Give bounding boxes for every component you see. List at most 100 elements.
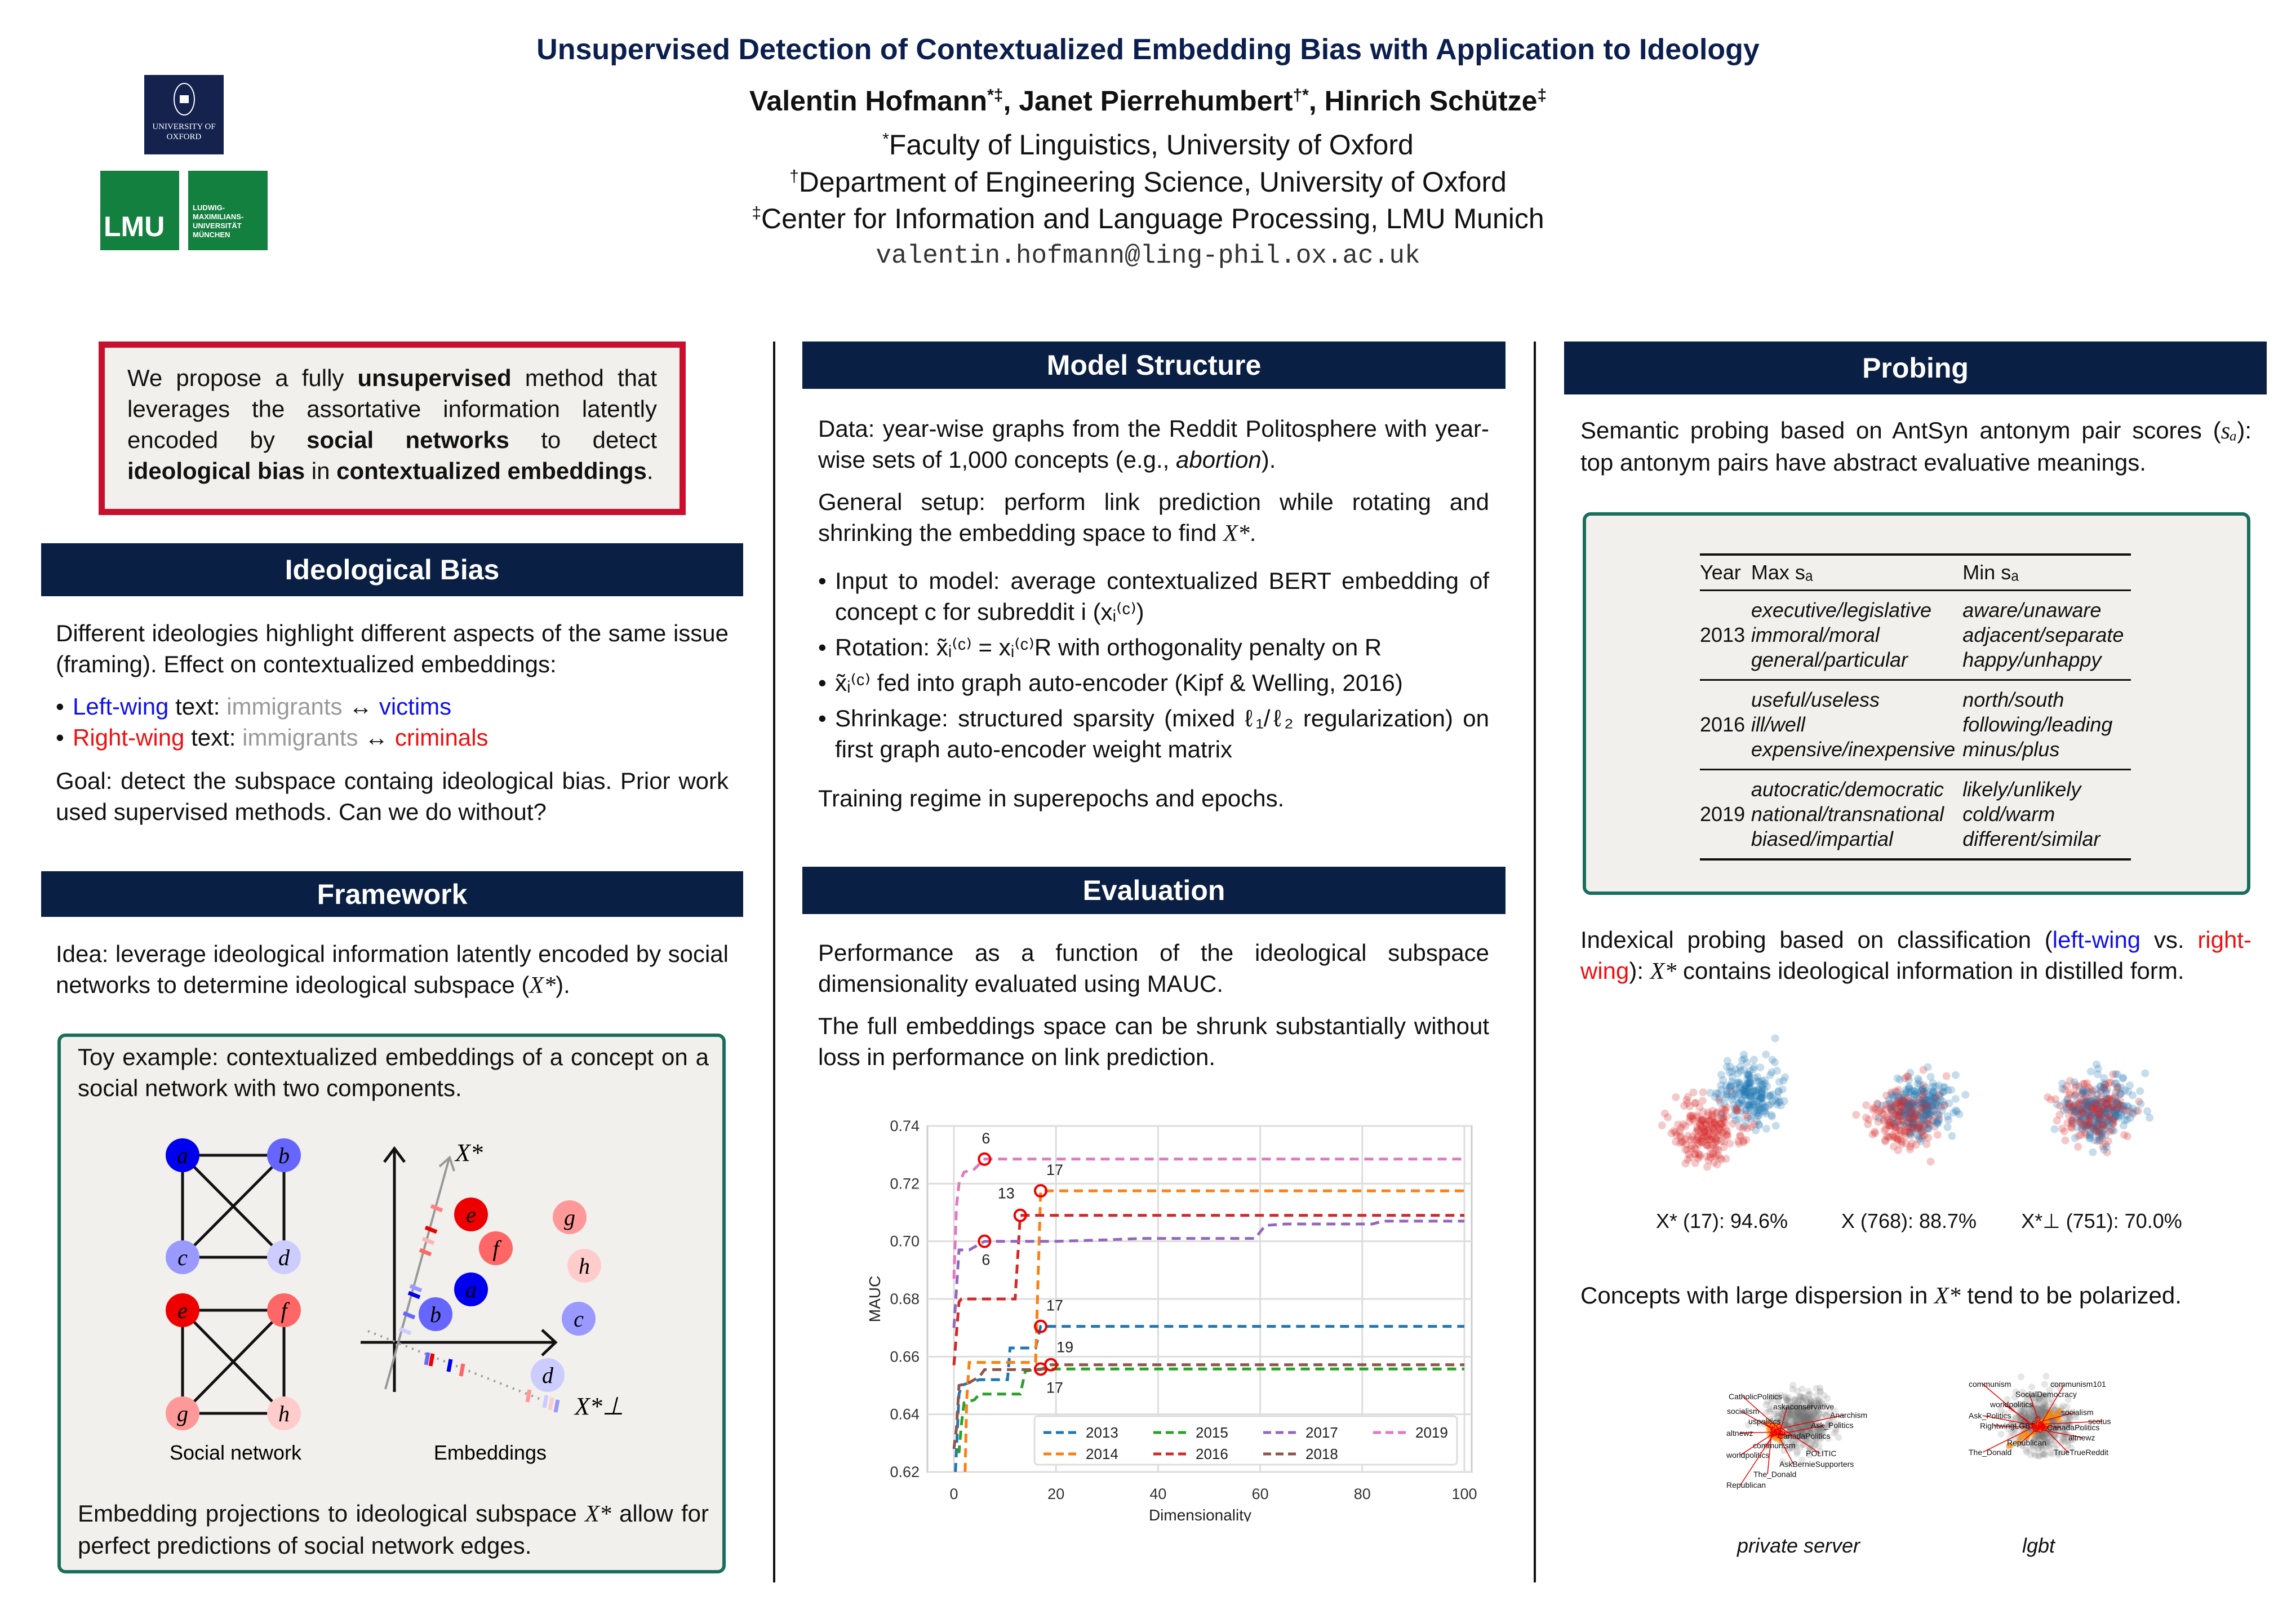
concept-point: [1799, 1431, 1806, 1438]
scatter-point: [1939, 1097, 1947, 1106]
concept-point: [1794, 1412, 1801, 1420]
scatter-point: [2100, 1121, 2109, 1130]
concept-point: [2041, 1395, 2049, 1402]
best-point-marker: [978, 1152, 992, 1166]
concept-point: [1803, 1406, 1810, 1413]
concept-point: [2044, 1392, 2051, 1399]
scatter-point: [1916, 1117, 1924, 1125]
scatter-point: [1921, 1098, 1929, 1107]
node-label: d: [542, 1363, 554, 1388]
scatter-point: [1720, 1137, 1728, 1146]
concept-point: [1786, 1409, 1793, 1417]
concept-point: [1801, 1407, 1809, 1414]
scatter-point: [1768, 1056, 1777, 1064]
scatter-point: [2060, 1127, 2068, 1136]
scatter-point: [2094, 1070, 2102, 1079]
scatter-point: [1882, 1125, 1890, 1133]
scatter-point: [1780, 1097, 1788, 1105]
concept-point: [1764, 1398, 1771, 1405]
scatter-point: [1744, 1102, 1752, 1110]
scatter-point: [1922, 1116, 1931, 1125]
scatter-point: [2090, 1101, 2098, 1109]
concept-point: [2038, 1444, 2045, 1451]
scatter-point: [1672, 1131, 1681, 1139]
scatter-point: [1909, 1120, 1917, 1128]
subreddit-label: Republican: [2007, 1438, 2046, 1447]
scatter-point: [1757, 1085, 1766, 1094]
scatter-point: [1864, 1120, 1872, 1128]
concept-point: [1773, 1392, 1780, 1399]
scatter-point: [1714, 1089, 1722, 1097]
concept-point: [1802, 1436, 1810, 1444]
scatter-point: [2071, 1102, 2079, 1110]
scatter-point: [2090, 1095, 2099, 1103]
concept-point: [1798, 1430, 1806, 1438]
scatter-point: [2086, 1114, 2095, 1123]
scatter-point: [1917, 1137, 1925, 1145]
scatter-point: [1913, 1125, 1921, 1133]
scatter-point: [2082, 1098, 2090, 1107]
scatter-point: [2067, 1103, 2076, 1111]
scatter-point: [1913, 1111, 1922, 1120]
scatter-point: [2120, 1121, 2128, 1130]
best-point-label: 17: [1046, 1379, 1063, 1396]
scatter-point: [1740, 1085, 1749, 1094]
scatter-point: [1706, 1116, 1715, 1125]
contact-email[interactable]: valentin.hofmann@ling-phil.ox.ac.uk: [876, 241, 1420, 270]
scatter-point: [2092, 1099, 2100, 1108]
scatter-point: [1908, 1119, 1916, 1127]
concept-point: [1808, 1419, 1815, 1426]
concept-point: [2019, 1412, 2026, 1420]
concept-point: [2035, 1445, 2042, 1453]
scatter-point: [1677, 1133, 1685, 1142]
concept-point: [1797, 1416, 1804, 1423]
scatter-point: [2117, 1090, 2125, 1098]
text: Indexical probing based on classificatio…: [1580, 926, 2053, 953]
scatter-point: [1690, 1150, 1699, 1158]
concept-point: [2060, 1402, 2067, 1409]
concept-point: [2040, 1434, 2048, 1441]
scatter-point: [2102, 1094, 2111, 1102]
concept-point: [1793, 1405, 1801, 1412]
scatter-point: [1932, 1098, 1940, 1106]
scatter-point: [1906, 1088, 1914, 1096]
scatter-point: [2115, 1108, 2123, 1116]
scatter-point: [2075, 1099, 2083, 1107]
scatter-point: [1752, 1103, 1761, 1111]
concept-point: [1803, 1413, 1810, 1420]
scatter-point: [2101, 1109, 2110, 1118]
concept-point: [1817, 1389, 1824, 1396]
scatter-point: [2111, 1092, 2119, 1101]
best-point-label: 17: [1046, 1297, 1063, 1314]
scatter-point: [1908, 1087, 1917, 1095]
scatter-point: [1882, 1092, 1890, 1099]
scatter-point: [2129, 1108, 2137, 1117]
scatter-point: [1734, 1099, 1743, 1108]
scatter-point: [1916, 1125, 1924, 1133]
concept-point: [2037, 1435, 2045, 1443]
scatter-point: [1709, 1130, 1717, 1139]
scatter-point: [1890, 1103, 1898, 1112]
concept-point: [1774, 1412, 1782, 1420]
subreddit-point: [2016, 1438, 2022, 1444]
scatter-point: [1695, 1103, 1704, 1111]
scatter-point: [1722, 1081, 1730, 1090]
scatter-point: [2097, 1116, 2106, 1124]
scatter-point: [2100, 1074, 2108, 1082]
concept-point: [1808, 1410, 1815, 1417]
concept-point: [2035, 1398, 2042, 1405]
concept-point: [1787, 1411, 1795, 1418]
scatter-point: [1747, 1123, 1755, 1131]
scatter-point: [1932, 1118, 1940, 1126]
scatter-point: [2141, 1069, 2150, 1077]
concept-point: [1783, 1421, 1790, 1428]
concept-point: [1809, 1438, 1817, 1445]
concept-point: [1806, 1451, 1813, 1458]
scatter-point: [1746, 1115, 1755, 1123]
scatter-point: [1901, 1132, 1909, 1141]
concept-point: [2049, 1425, 2057, 1431]
scatter-point: [1890, 1102, 1899, 1110]
subreddit-point: [2031, 1431, 2037, 1438]
scatter-point: [2084, 1111, 2093, 1119]
scatter-point: [1740, 1050, 1748, 1059]
